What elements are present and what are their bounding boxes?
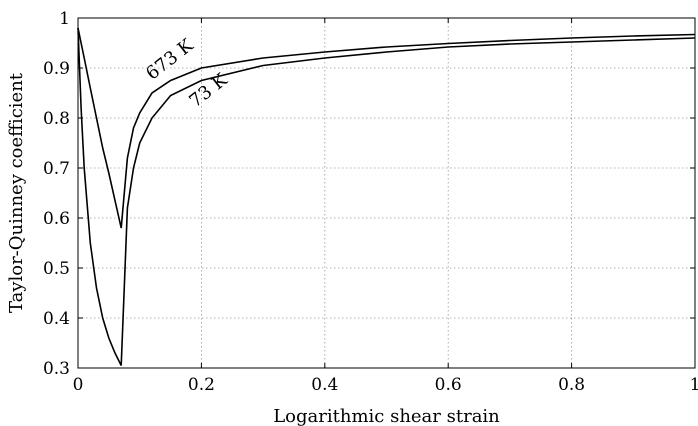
y-tick-label: 0.5: [43, 259, 70, 279]
y-tick-label: 1: [59, 9, 70, 29]
x-tick-label: 0.8: [558, 375, 585, 395]
grid: [78, 18, 695, 368]
series-line-1: [77, 27, 696, 366]
y-tick-label: 0.4: [43, 309, 70, 329]
x-tick-label: 0.6: [435, 375, 462, 395]
x-axis-title: Logarithmic shear strain: [273, 406, 500, 426]
y-tick-label: 0.3: [43, 359, 70, 379]
x-tick-label: 0.4: [311, 375, 338, 395]
x-tick-label: 0: [73, 375, 84, 395]
series-line-0: [77, 27, 696, 229]
y-tick-label: 0.7: [43, 159, 70, 179]
curve-label-0: 673 K: [142, 35, 198, 85]
x-axis: 0 0.2 0.4 0.6 0.8 1: [73, 18, 698, 395]
y-axis-title: Taylor-Quinney coefficient: [6, 72, 27, 313]
plot-frame: [77, 17, 696, 369]
y-tick-label: 0.6: [43, 209, 70, 229]
y-tick-label: 0.8: [43, 109, 70, 129]
y-axis: 0.3 0.4 0.5 0.6 0.7 0.8 0.9 1: [43, 9, 695, 379]
x-tick-label: 0.2: [188, 375, 215, 395]
x-tick-label: 1: [690, 375, 698, 395]
y-tick-label: 0.9: [43, 59, 70, 79]
series-group: [77, 27, 696, 366]
